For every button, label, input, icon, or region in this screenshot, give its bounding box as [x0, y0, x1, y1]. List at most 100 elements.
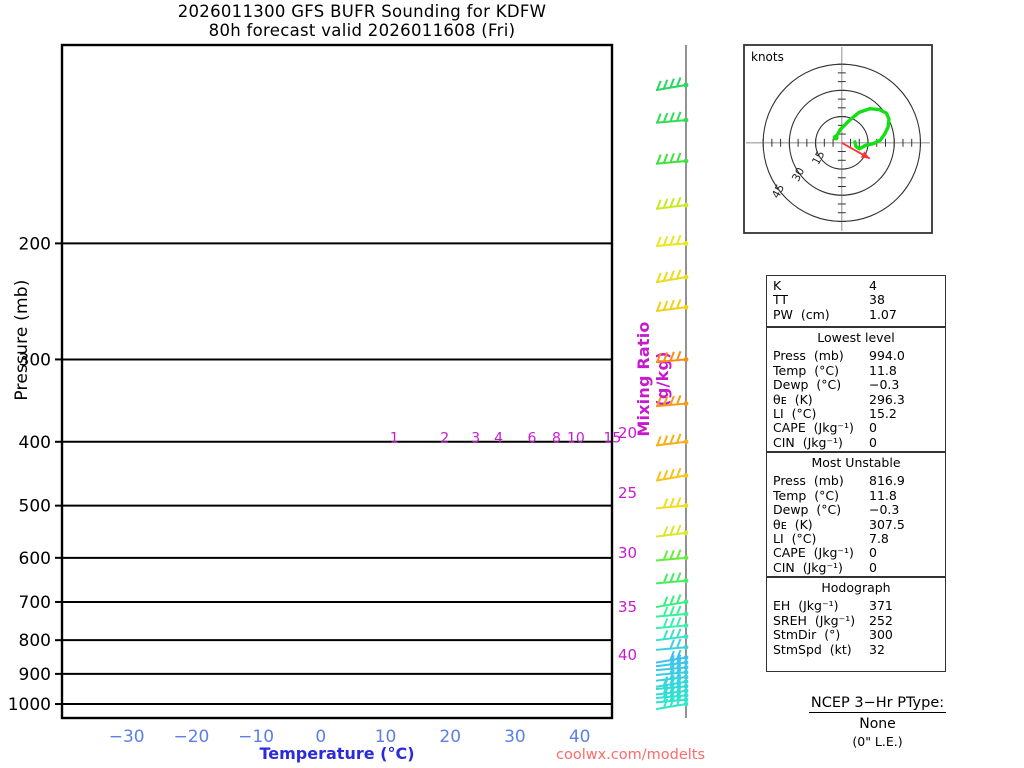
panel-row-label: EH (Jkg⁻¹): [773, 598, 839, 614]
panel-row-label: Dewp (°C): [773, 502, 842, 518]
temperature-tick-label: 10: [375, 727, 397, 747]
plot-border: [60, 43, 614, 720]
mixing-ratio-scale-label: 35: [618, 598, 637, 616]
mixing-ratio-value-label: 8: [552, 430, 561, 446]
most-unstable-panel: Most Unstable Press (mb) 816.9 Temp (°C) 11…: [766, 452, 946, 577]
panel-row: CIN (Jkg⁻¹) 0: [773, 559, 945, 575]
lowest-level-heading: Lowest level: [817, 330, 895, 345]
hodograph-ring-label: 45: [769, 182, 787, 200]
panel-row: Temp (°C) 11.8: [773, 487, 945, 503]
panel-row-value: 0: [869, 420, 877, 436]
panel-row-label: Temp (°C): [773, 362, 839, 378]
panel-row-label: StmSpd (kt): [773, 641, 852, 657]
ptype-heading: NCEP 3−Hr PType:: [808, 695, 947, 713]
skewt-diagram: 200 300 400 500 600 700 800 900 1000 −30 −20 −10 0 10…: [8, 43, 724, 747]
panel-row: LI (°C) 15.2: [773, 406, 945, 422]
panel-row-value: 15.2: [869, 406, 897, 422]
hodograph-stats-heading: Hodograph: [821, 580, 891, 595]
panel-row-value: 38: [869, 292, 885, 308]
panel-row-value: 32: [869, 641, 885, 657]
panel-row: StmSpd (kt) 32: [773, 641, 945, 657]
panel-row-value: 7.8: [869, 531, 889, 547]
pressure-tick-label: 400: [19, 433, 51, 453]
wind-barb: [655, 549, 689, 562]
isotherm-line: [709, 45, 724, 718]
panel-row-label: CAPE (Jkg⁻¹): [773, 420, 854, 436]
panel-row-label: CIN (Jkg⁻¹): [773, 434, 843, 450]
lowest-level-panel: Lowest level Press (mb) 994.0 Temp (°C) 11.…: [766, 327, 946, 452]
title-line-2: 80h forecast valid 2026011608 (Fri): [208, 21, 516, 40]
hodograph-units-label: knots: [751, 50, 784, 64]
panel-row-value: 816.9: [869, 473, 905, 489]
most-unstable-heading: Most Unstable: [811, 455, 901, 470]
panel-row: Dewp (°C) −0.3: [773, 377, 945, 393]
mixing-ratio-value-label: 4: [494, 430, 503, 446]
indices-summary-panel: K 4 TT 38 PW (cm) 1.07: [766, 275, 946, 327]
panel-row: Press (mb) 816.9: [773, 473, 945, 489]
panel-row: CIN (Jkg⁻¹) 0: [773, 434, 945, 450]
pressure-tick-label: 200: [19, 234, 51, 254]
panel-row: SREH (Jkg⁻¹) 252: [773, 613, 945, 628]
panel-row-label: TT: [773, 292, 789, 308]
mixing-ratio-value-label: 3: [471, 430, 480, 446]
panel-row: CAPE (Jkg⁻¹) 0: [773, 420, 945, 436]
ptype-liquid-equivalent: (0" L.E.): [852, 734, 903, 749]
panel-row-value: −0.3: [869, 502, 900, 518]
panel-row: TT 38: [773, 292, 945, 308]
wind-barb: [655, 605, 689, 618]
temperature-tick-label: 20: [439, 727, 461, 747]
panel-row: θᴇ (K) 296.3: [773, 391, 945, 407]
most-unstable-rows: Press (mb) 816.9 Temp (°C) 11.8 Dewp (°C) −0.…: [767, 470, 945, 575]
panel-row-label: LI (°C): [773, 406, 817, 422]
dry-adiabat-line: [644, 83, 724, 719]
pressure-tick-label: 700: [19, 593, 51, 613]
panel-row: Dewp (°C) −0.3: [773, 502, 945, 518]
lowest-level-rows: Press (mb) 994.0 Temp (°C) 11.8 Dewp (°C) −0.…: [767, 345, 945, 450]
panel-row-value: 296.3: [869, 391, 905, 407]
watermark: coolwx.com/modelts: [556, 747, 706, 763]
panel-row: Temp (°C) 11.8: [773, 362, 945, 378]
wind-barb: [655, 394, 689, 408]
pressure-tick-label: 600: [19, 549, 51, 569]
temperature-tick-label: 30: [504, 727, 526, 747]
panel-row: PW (cm) 1.07: [773, 306, 945, 322]
wind-barb: [655, 152, 689, 165]
chart-title: 2026011300 GFS BUFR Sounding for KDFW 80…: [0, 2, 724, 40]
wind-barb: [655, 269, 689, 284]
panel-row: θᴇ (K) 307.5: [773, 516, 945, 532]
title-line-1: 2026011300 GFS BUFR Sounding for KDFW: [177, 2, 547, 21]
temperature-tick-label: −20: [173, 727, 209, 747]
panel-row-value: 4: [869, 278, 877, 293]
wind-barb: [655, 111, 689, 124]
panel-row-label: θᴇ (K): [773, 516, 813, 532]
pressure-tick-label: 500: [19, 497, 51, 517]
panel-row: CAPE (Jkg⁻¹) 0: [773, 545, 945, 561]
pressure-tick-label: 900: [19, 665, 51, 685]
panel-row: LI (°C) 7.8: [773, 531, 945, 547]
panel-row-value: 371: [869, 598, 893, 614]
wind-barb: [655, 594, 689, 609]
panel-row-label: Dewp (°C): [773, 377, 842, 393]
panel-row-label: LI (°C): [773, 531, 817, 547]
ptype-value: None: [859, 716, 896, 732]
wind-barb: [655, 196, 689, 210]
panel-row-value: 994.0: [869, 348, 905, 364]
mixing-ratio-value-label: 10: [567, 430, 585, 446]
wind-barb: [655, 616, 689, 630]
panel-row-label: CIN (Jkg⁻¹): [773, 559, 843, 575]
moist-adiabat-line: [625, 45, 724, 704]
panel-row-label: Temp (°C): [773, 487, 839, 503]
panel-row-label: CAPE (Jkg⁻¹): [773, 545, 854, 561]
panel-row-value: 300: [869, 627, 893, 643]
mixing-ratio-value-label: 2: [440, 430, 449, 446]
pressure-tick-label: 1000: [8, 695, 51, 715]
mixing-ratio-scale-label: 20: [618, 424, 637, 442]
panel-row: StmDir (°) 300: [773, 627, 945, 643]
temperature-tick-label: 40: [569, 727, 591, 747]
panel-row-value: 1.07: [869, 306, 897, 322]
panel-row: Press (mb) 994.0: [773, 348, 945, 364]
panel-row-label: StmDir (°): [773, 627, 841, 643]
wind-barb: [655, 77, 689, 92]
